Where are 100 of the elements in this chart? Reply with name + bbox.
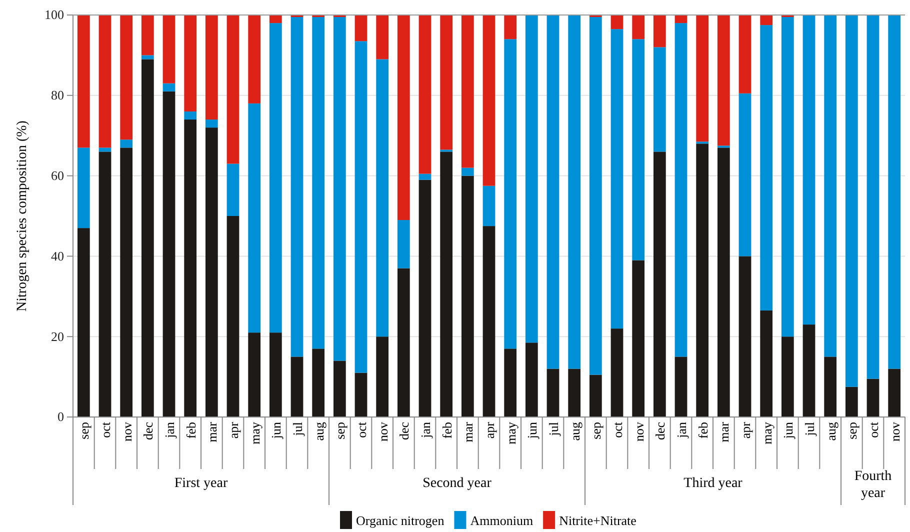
- bar: [418, 180, 432, 417]
- y-tick-label: 60: [51, 168, 64, 183]
- bar: [312, 348, 325, 417]
- bar: [824, 15, 837, 357]
- bar: [568, 368, 581, 417]
- bar: [696, 15, 709, 142]
- x-tick-label: may: [759, 422, 774, 444]
- bar: [738, 93, 752, 256]
- x-tick-label: aug: [311, 422, 326, 441]
- bar: [610, 328, 624, 417]
- bar: [205, 120, 218, 128]
- y-tick-label: 100: [44, 7, 64, 22]
- y-tick-label: 20: [51, 328, 64, 344]
- bar: [610, 29, 624, 329]
- y-tick-label: 80: [51, 88, 64, 103]
- bar: [674, 15, 688, 24]
- bar: [525, 342, 538, 417]
- bar: [482, 186, 496, 226]
- bar: [760, 25, 773, 310]
- bar: [269, 23, 282, 333]
- x-tick-label: apr: [482, 421, 497, 439]
- bar: [162, 15, 176, 84]
- bar: [98, 152, 112, 417]
- bar: [504, 348, 517, 417]
- bar: [546, 15, 560, 369]
- bar: [141, 59, 154, 417]
- x-tick-label: jul: [802, 422, 817, 437]
- x-tick-label: oct: [354, 422, 369, 438]
- bar: [802, 324, 816, 417]
- bar: [397, 268, 410, 417]
- bar: [184, 111, 197, 120]
- x-tick-label: jun: [780, 422, 796, 440]
- text: Fourth year: [854, 469, 892, 501]
- bar: [376, 59, 389, 337]
- x-tick-label: jul: [290, 422, 305, 437]
- bar: [120, 140, 133, 148]
- bar: [525, 15, 538, 343]
- x-tick-label: mar: [716, 421, 732, 442]
- bar: [248, 103, 261, 333]
- bar: [440, 15, 453, 150]
- x-tick-label: sep: [332, 422, 348, 440]
- bar: [674, 356, 688, 417]
- bar: [120, 148, 133, 417]
- bar: [866, 378, 880, 417]
- text: Third year: [684, 476, 743, 491]
- bar: [418, 174, 432, 180]
- text: Second year: [422, 476, 492, 491]
- bar: [205, 15, 218, 120]
- x-tick-label: sep: [844, 422, 860, 440]
- x-tick-label: oct: [610, 422, 625, 438]
- bar: [568, 15, 581, 369]
- bar: [354, 15, 368, 42]
- bar: [269, 332, 282, 417]
- bar: [205, 128, 218, 417]
- bar: [312, 17, 325, 349]
- bar: [717, 15, 730, 146]
- x-tick-label: nov: [375, 422, 390, 442]
- bar: [653, 47, 666, 152]
- bar: [461, 168, 474, 176]
- bar: [461, 176, 474, 417]
- bar: [760, 15, 773, 26]
- bar: [866, 15, 880, 379]
- bar: [888, 15, 901, 369]
- x-tick-label: nov: [119, 422, 134, 442]
- bar: [653, 152, 666, 417]
- bar: [632, 15, 645, 40]
- x-tick-label: aug: [823, 422, 838, 441]
- bar: [248, 15, 261, 104]
- bar: [184, 120, 197, 417]
- bar: [440, 152, 453, 417]
- x-tick-label: jul: [546, 422, 561, 437]
- x-tick-label: feb: [183, 422, 198, 439]
- bar: [504, 39, 517, 349]
- bar: [802, 15, 816, 325]
- bar: [696, 144, 709, 417]
- x-tick-label: mar: [460, 421, 476, 442]
- bar: [418, 15, 432, 174]
- bar: [610, 15, 624, 30]
- bar: [888, 368, 901, 417]
- bar: [632, 260, 645, 417]
- x-tick-label: jun: [524, 422, 540, 440]
- bar: [781, 336, 794, 417]
- bar: [184, 15, 197, 112]
- x-tick-label: jan: [162, 422, 177, 439]
- bar: [461, 15, 474, 168]
- bar: [760, 310, 773, 417]
- bar: [845, 15, 858, 387]
- x-tick-label: dec: [396, 422, 412, 440]
- text: First year: [174, 476, 228, 491]
- bar: [845, 386, 858, 417]
- bar: [162, 91, 176, 417]
- bar: [162, 83, 176, 92]
- bar: [653, 15, 666, 48]
- x-tick-label: sep: [76, 422, 92, 440]
- bar: [589, 17, 602, 375]
- bar: [397, 15, 410, 220]
- x-tick-label: jan: [674, 422, 689, 439]
- bar: [98, 148, 112, 152]
- x-tick-label: jan: [418, 422, 433, 439]
- bar: [77, 15, 90, 148]
